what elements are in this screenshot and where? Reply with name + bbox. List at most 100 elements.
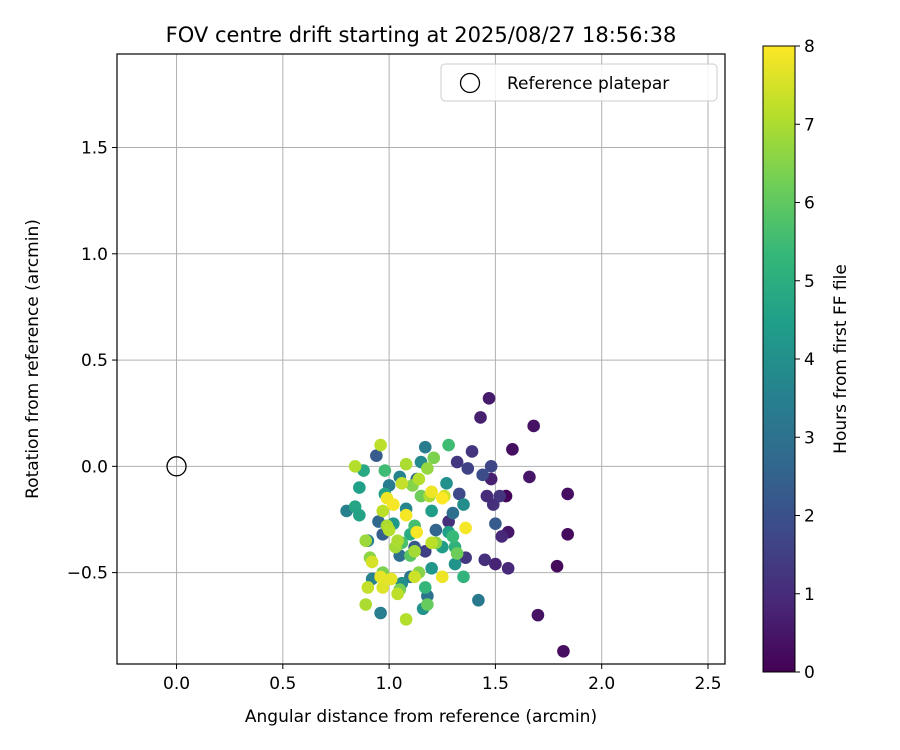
data-point: [480, 489, 494, 503]
colorbar-label: Hours from first FF file: [831, 264, 851, 454]
data-point: [472, 593, 485, 607]
data-point: [478, 553, 492, 567]
colorbar-tick-label: 8: [804, 37, 815, 57]
data-point: [531, 608, 545, 622]
data-point: [374, 438, 387, 452]
data-point: [427, 451, 441, 465]
data-point: [376, 581, 390, 594]
data-point: [361, 581, 375, 594]
data-point: [440, 477, 453, 490]
data-point: [446, 506, 460, 520]
data-point: [378, 464, 392, 477]
data-point: [408, 545, 421, 558]
data-point: [450, 547, 464, 560]
data-point: [418, 440, 432, 454]
data-point: [425, 562, 438, 575]
data-point: [495, 530, 509, 543]
data-point: [425, 504, 438, 518]
data-point: [418, 581, 432, 594]
data-point: [421, 462, 434, 475]
data-point: [429, 523, 443, 537]
colorbar-tick-label: 4: [804, 350, 815, 370]
y-tick-label: 1.0: [81, 245, 108, 265]
data-point: [450, 455, 464, 469]
colorbar-gradient: [762, 45, 796, 673]
data-point: [446, 530, 460, 543]
data-point: [461, 462, 475, 475]
data-point: [376, 504, 390, 518]
data-point: [527, 419, 540, 433]
data-point: [374, 606, 387, 620]
data-point: [482, 392, 496, 405]
data-point: [384, 572, 398, 586]
reference-platepar-marker: [166, 456, 187, 477]
data-point: [501, 562, 515, 575]
data-point: [442, 438, 455, 452]
data-point: [561, 487, 574, 501]
data-point: [359, 534, 373, 548]
colorbar-ticks: 0 1 2 3 4 5 6 7 8: [795, 37, 815, 683]
x-tick-label: 1.5: [482, 674, 509, 694]
data-point: [395, 477, 409, 490]
data-point: [348, 460, 362, 473]
y-tick-label: −0.5: [67, 564, 108, 584]
data-point: [452, 487, 466, 501]
data-point: [523, 470, 536, 484]
data-point: [493, 489, 506, 503]
data-point: [353, 508, 366, 522]
data-point: [561, 528, 574, 541]
data-point: [410, 525, 424, 539]
data-point: [382, 523, 396, 537]
data-point: [457, 570, 470, 584]
x-axis-ticks: 0.0 0.5 1.0 1.5 2.0 2.5: [163, 664, 722, 694]
y-tick-label: 0.5: [81, 351, 108, 371]
y-axis-label: Rotation from reference (arcmin): [23, 219, 43, 499]
colorbar-tick-label: 5: [804, 272, 815, 292]
legend-marker-icon: [459, 72, 481, 94]
data-point: [425, 485, 438, 499]
legend-box: [440, 63, 718, 102]
y-axis-ticks: −0.5 0.0 0.5 1.0 1.5: [67, 139, 117, 584]
data-point: [399, 613, 413, 626]
data-point: [359, 598, 373, 611]
data-point: [391, 587, 404, 601]
y-tick-label: 1.5: [81, 139, 108, 159]
data-point: [391, 534, 404, 548]
colorbar-tick-label: 2: [804, 507, 815, 527]
data-point: [421, 598, 434, 611]
data-point: [484, 460, 498, 473]
data-point: [412, 472, 426, 486]
reference-layer: [166, 456, 187, 477]
chart-title: FOV centre drift starting at 2025/08/27 …: [166, 23, 677, 47]
x-tick-label: 0.0: [163, 674, 190, 694]
data-point: [365, 555, 379, 569]
data-point: [459, 521, 472, 535]
data-point: [489, 517, 502, 531]
colorbar-tick-label: 7: [804, 115, 815, 135]
data-point: [489, 557, 502, 571]
y-tick-label: 0.0: [81, 457, 108, 477]
plot-frame: [116, 53, 726, 665]
grid: [117, 54, 725, 664]
x-axis-label: Angular distance from reference (arcmin): [245, 707, 597, 727]
data-points: [340, 392, 574, 658]
colorbar: 0 1 2 3 4 5 6 7 8 Hours from first FF file: [762, 37, 851, 683]
data-point: [476, 468, 489, 482]
colorbar-tick-label: 6: [804, 194, 815, 214]
colorbar-tick-label: 1: [804, 585, 815, 605]
data-point: [374, 570, 387, 584]
legend: Reference platepar: [440, 63, 718, 102]
data-point: [399, 457, 413, 471]
data-point: [457, 498, 470, 511]
data-point: [425, 536, 438, 550]
data-point: [399, 508, 413, 522]
data-point: [506, 443, 519, 456]
colorbar-tick-label: 3: [804, 428, 815, 448]
data-point: [435, 570, 449, 584]
data-point: [465, 445, 479, 458]
data-point: [448, 557, 462, 571]
data-point: [550, 559, 564, 573]
x-tick-label: 0.5: [269, 674, 296, 694]
data-point: [370, 449, 383, 463]
